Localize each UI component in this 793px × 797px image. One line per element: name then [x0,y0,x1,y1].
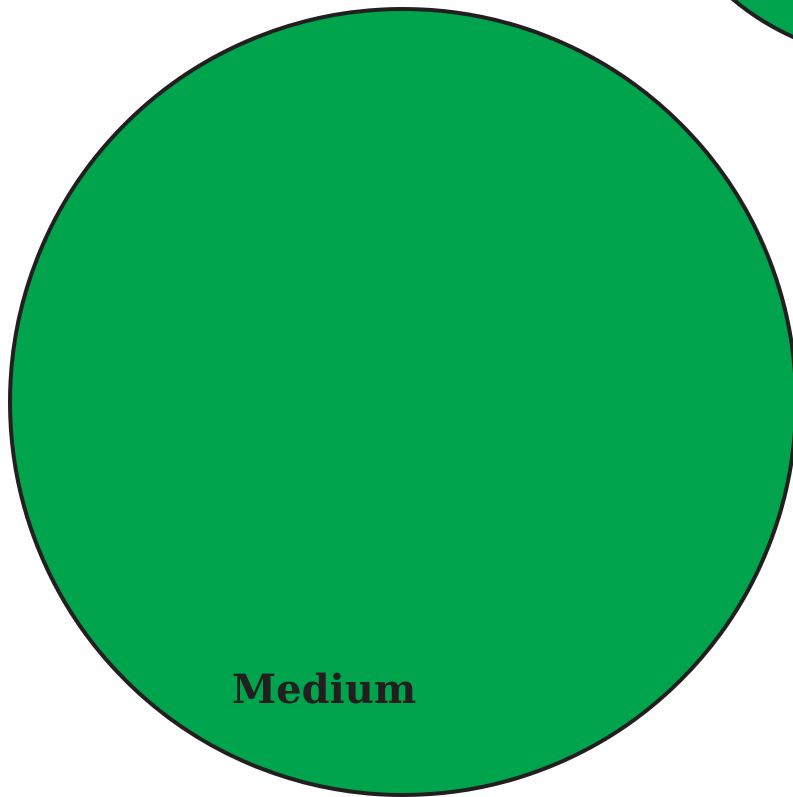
neighbor-circle [730,0,793,40]
size-circle[interactable] [8,7,793,797]
size-label: Medium [232,666,416,713]
